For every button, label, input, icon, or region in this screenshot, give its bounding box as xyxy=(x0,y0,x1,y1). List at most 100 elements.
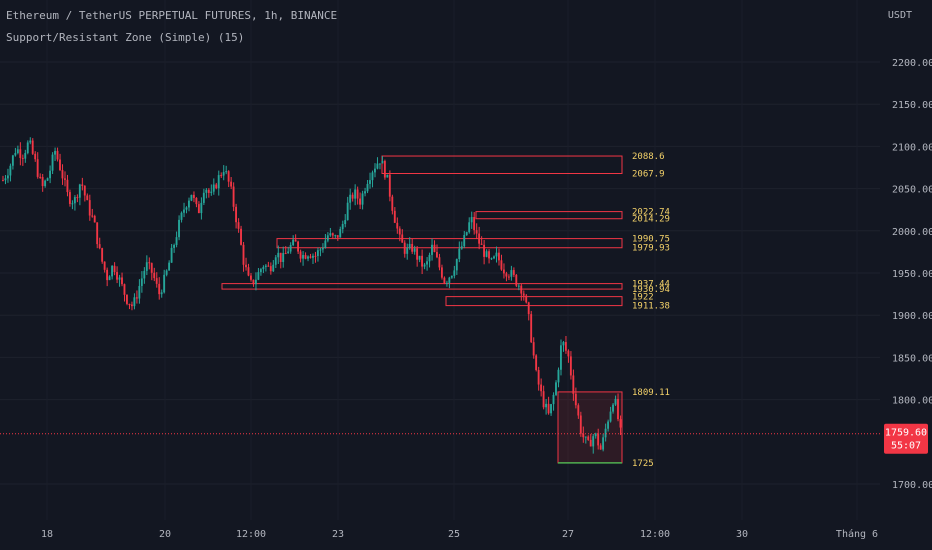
candle-body xyxy=(436,251,438,258)
candle-body xyxy=(200,202,203,214)
candle-body xyxy=(304,255,307,259)
candle-body xyxy=(175,237,178,245)
candle-body xyxy=(212,184,215,192)
candle-body xyxy=(289,245,292,252)
candle-body xyxy=(468,222,471,233)
candle-body xyxy=(495,252,498,257)
zone-bottom-label: 2014.29 xyxy=(632,215,670,225)
candle-body xyxy=(215,184,218,189)
candle-body xyxy=(128,303,131,305)
candle-body xyxy=(450,275,453,278)
chart-title[interactable]: Ethereum / TetherUS PERPETUAL FUTURES, 1… xyxy=(6,9,338,22)
candle-body xyxy=(150,263,153,273)
candle-body xyxy=(515,274,518,286)
candle-countdown: 55:07 xyxy=(891,441,921,452)
candle-body xyxy=(445,282,448,284)
candle-body xyxy=(547,403,550,414)
candle-body xyxy=(252,279,255,285)
candle-body xyxy=(287,251,290,254)
price-tick-label: 1950.00 xyxy=(892,269,932,280)
time-tick-label: 20 xyxy=(159,529,171,540)
candle-body xyxy=(396,222,399,229)
candle-body xyxy=(587,436,590,440)
candle-body xyxy=(475,230,478,234)
candle-body xyxy=(344,220,347,225)
candle-body xyxy=(393,210,396,223)
candle-body xyxy=(106,269,109,281)
candle-body xyxy=(36,159,39,177)
candle-body xyxy=(557,369,560,383)
candle-body xyxy=(49,170,51,179)
candle-body xyxy=(512,270,515,275)
candle-body xyxy=(207,189,210,193)
time-tick-label: 25 xyxy=(448,529,460,540)
candle-body xyxy=(93,215,96,223)
time-tick-label: 27 xyxy=(562,529,574,540)
candle-body xyxy=(537,370,540,385)
candle-body xyxy=(163,274,166,293)
zone-top-label: 1809.11 xyxy=(632,388,670,398)
candle-body xyxy=(68,192,71,204)
candle-body xyxy=(354,189,357,199)
candle-body xyxy=(418,255,421,260)
candle-body xyxy=(222,172,225,176)
candle-body xyxy=(2,180,4,182)
candle-body xyxy=(44,180,47,187)
candle-body xyxy=(428,254,431,262)
candle-body xyxy=(535,355,538,371)
candle-body xyxy=(421,255,423,267)
candle-body xyxy=(9,165,12,176)
zone-top-label: 1922 xyxy=(632,293,654,303)
candle-body xyxy=(279,252,282,263)
sr-zone xyxy=(276,238,623,249)
current-price-value: 1759.60 xyxy=(885,428,927,439)
candle-body xyxy=(510,270,513,277)
candle-body xyxy=(329,233,332,236)
candle-body xyxy=(277,252,280,258)
price-tick-label: 1850.00 xyxy=(892,353,932,364)
candle-body xyxy=(438,257,441,268)
candle-body xyxy=(111,265,113,277)
candle-body xyxy=(599,445,602,450)
candle-body xyxy=(138,286,141,299)
candle-body xyxy=(346,202,349,221)
candle-body xyxy=(123,284,126,295)
candle-body xyxy=(597,433,600,446)
candle-body xyxy=(294,239,297,242)
candle-body xyxy=(170,247,173,263)
candle-body xyxy=(83,185,86,196)
candle-body xyxy=(473,217,476,231)
candle-body xyxy=(448,277,451,283)
price-axis[interactable]: 2200.00 2150.00 2100.00 2050.00 2000.00 1950.… xyxy=(892,58,932,491)
candle-body xyxy=(589,439,592,447)
candle-body xyxy=(185,207,188,210)
candle-body xyxy=(470,217,473,223)
candle-body xyxy=(443,277,446,283)
sr-zone xyxy=(445,296,623,307)
indicator-legend[interactable]: Support/Resistant Zone (Simple) (15) xyxy=(6,31,245,44)
candle-body xyxy=(130,304,133,307)
candle-body xyxy=(24,153,27,159)
candle-body xyxy=(594,433,597,437)
zone-bottom-label: 1911.38 xyxy=(632,302,670,312)
candle-body xyxy=(316,250,319,256)
candle-body xyxy=(369,180,371,184)
candle-body xyxy=(431,244,433,255)
candle-body xyxy=(39,176,42,178)
candle-body xyxy=(356,189,359,199)
price-tick-label: 2050.00 xyxy=(892,185,932,196)
time-tick-label: 23 xyxy=(332,529,344,540)
candle-body xyxy=(180,212,183,220)
candle-body xyxy=(584,436,587,438)
candle-body xyxy=(307,256,309,259)
time-axis[interactable]: 18 20 12:00 23 25 27 12:00 30 Tháng 6 xyxy=(41,528,878,540)
candle-body xyxy=(232,186,235,207)
candle-body xyxy=(235,206,237,223)
candle-body xyxy=(73,197,76,204)
zone-bottom-label: 1725 xyxy=(632,459,654,469)
candle-body xyxy=(78,184,81,198)
candle-body xyxy=(617,398,619,420)
price-tick-label: 1900.00 xyxy=(892,311,932,322)
candle-body xyxy=(145,262,148,271)
